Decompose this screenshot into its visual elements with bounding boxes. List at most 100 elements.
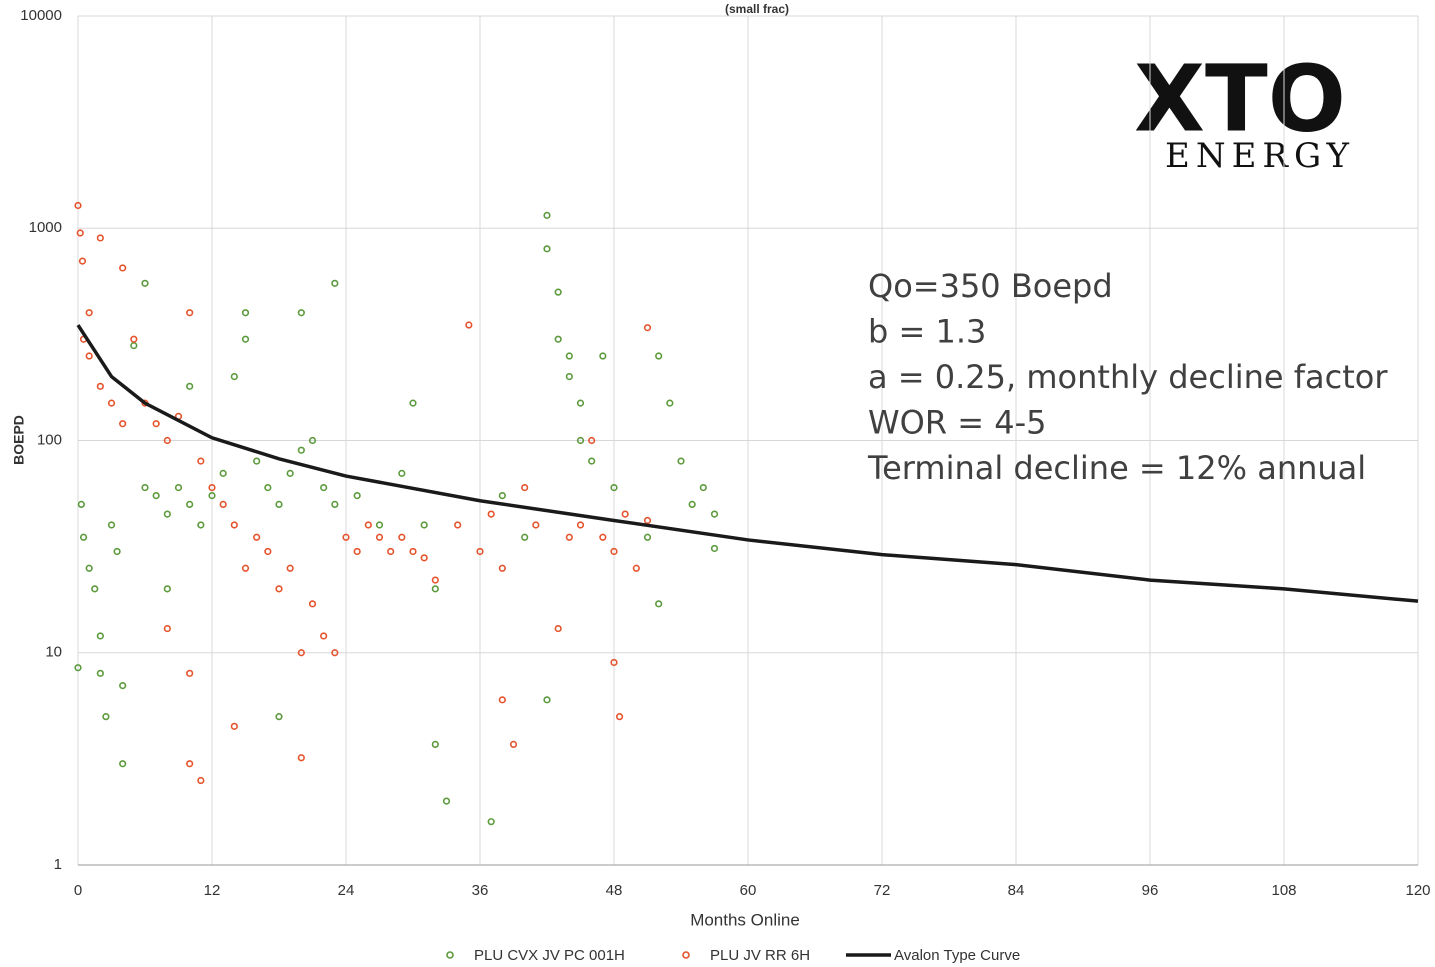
point — [509, 740, 518, 748]
point — [699, 483, 707, 492]
point — [107, 521, 116, 529]
point — [264, 547, 272, 556]
point — [375, 521, 384, 529]
point — [119, 264, 127, 272]
point — [565, 533, 573, 541]
point — [85, 564, 93, 572]
point — [420, 554, 428, 562]
annotation: a = 0.25, monthly decline factor — [868, 358, 1388, 396]
x-tick-label: 108 — [1271, 882, 1296, 899]
point — [431, 585, 439, 593]
point — [174, 483, 183, 492]
point — [163, 510, 171, 518]
point — [364, 521, 372, 529]
point — [643, 516, 652, 525]
point — [96, 234, 104, 242]
point — [710, 544, 719, 553]
point — [308, 436, 317, 445]
annotation: b = 1.3 — [868, 313, 986, 351]
y-tick-label: 10000 — [20, 7, 62, 24]
point — [186, 382, 194, 390]
point — [85, 309, 93, 317]
point — [197, 521, 205, 529]
point — [610, 658, 618, 667]
point — [74, 201, 82, 210]
point — [74, 664, 82, 672]
x-tick-label: 72 — [874, 882, 891, 899]
point — [521, 533, 529, 541]
point — [521, 483, 529, 492]
point — [197, 776, 205, 785]
point — [186, 669, 194, 677]
annotation: WOR = 4-5 — [868, 404, 1046, 442]
point — [431, 740, 439, 748]
legend-label: PLU JV RR 6H — [710, 947, 810, 964]
point — [78, 257, 87, 265]
point — [163, 585, 171, 593]
point — [498, 564, 506, 572]
x-tick-label: 84 — [1008, 882, 1025, 899]
point — [320, 632, 328, 640]
point — [554, 335, 562, 343]
point — [677, 457, 685, 465]
point — [387, 547, 395, 556]
logo: XTO ENERGY — [1134, 45, 1349, 176]
chart-title: (small frac) — [725, 2, 789, 16]
point — [230, 373, 238, 381]
point — [599, 533, 607, 541]
point — [275, 500, 283, 508]
point — [230, 521, 238, 529]
point — [130, 335, 138, 343]
point — [576, 399, 585, 407]
point — [409, 399, 417, 407]
point — [588, 457, 596, 465]
point — [353, 492, 361, 500]
point — [77, 500, 85, 508]
point — [431, 576, 439, 584]
point — [576, 436, 585, 445]
point — [241, 564, 250, 572]
point — [615, 713, 624, 721]
point — [476, 547, 484, 556]
point — [320, 483, 328, 492]
point — [230, 722, 238, 730]
point — [208, 483, 216, 492]
legend-item: Avalon Type Curve — [846, 947, 1020, 964]
y-tick-label: 10 — [45, 644, 62, 661]
x-axis-label: Months Online — [690, 910, 800, 929]
point — [141, 279, 149, 287]
point — [107, 399, 116, 407]
point — [241, 335, 250, 343]
point — [141, 483, 149, 492]
point — [102, 713, 110, 721]
point — [297, 309, 305, 317]
point — [465, 321, 473, 329]
point — [688, 500, 696, 508]
point — [119, 682, 127, 690]
point — [163, 624, 171, 633]
x-tick-label: 60 — [740, 882, 757, 899]
point — [113, 547, 121, 556]
legend-swatch — [446, 951, 454, 959]
x-tick-label: 36 — [472, 882, 489, 899]
point — [219, 500, 227, 508]
point — [119, 420, 127, 428]
x-tick-label: 48 — [606, 882, 623, 899]
type-curve — [76, 324, 1419, 603]
point — [554, 624, 562, 633]
x-tick-label: 96 — [1142, 882, 1159, 899]
point — [588, 436, 596, 445]
point — [85, 352, 93, 360]
point — [297, 446, 305, 454]
point — [454, 521, 462, 529]
x-tick-label: 12 — [204, 882, 221, 899]
point — [331, 279, 339, 287]
point — [487, 818, 495, 826]
point — [398, 469, 406, 477]
point — [308, 600, 317, 608]
point — [91, 585, 99, 593]
point — [666, 399, 674, 407]
point — [331, 649, 339, 657]
point — [565, 352, 573, 360]
